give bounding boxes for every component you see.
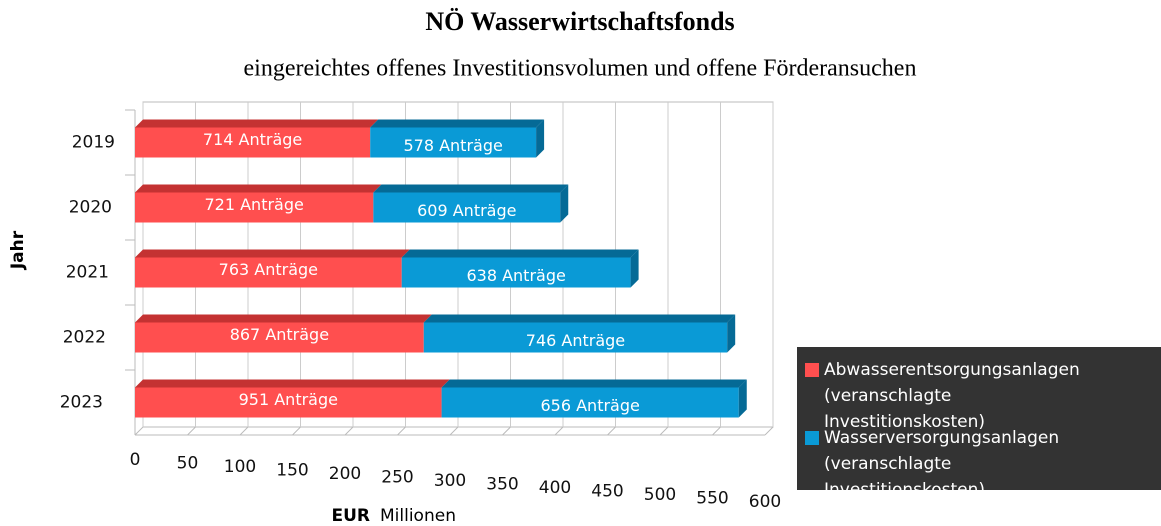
legend-box	[797, 347, 1161, 490]
x-tick-label: 150	[276, 461, 308, 481]
x-tick-label: 600	[749, 492, 781, 512]
bar-end	[738, 379, 747, 418]
bar-end	[560, 184, 569, 223]
bar-top	[373, 184, 569, 193]
bar-end	[536, 119, 545, 158]
x-tick-label: 450	[591, 482, 623, 502]
tick-mark	[554, 426, 564, 436]
tick-mark	[344, 426, 354, 436]
x-tick-label: 550	[696, 489, 728, 509]
y-tick-label: 2019	[72, 133, 115, 153]
y-tick-label: 2021	[66, 263, 109, 283]
chart-subtitle: eingereichtes offenes Investitionsvolume…	[244, 56, 917, 82]
legend-label: Abwasserentsorgungsanlagen (veranschlagte…	[824, 360, 1080, 432]
bar	[401, 257, 631, 288]
tick-mark	[449, 426, 459, 436]
bar-end	[630, 249, 639, 288]
tick-mark	[239, 426, 249, 436]
chart-title: NÖ Wasserwirtschaftsfonds	[425, 7, 734, 36]
bar	[370, 127, 537, 158]
x-tick-label: 300	[434, 471, 466, 491]
bar	[135, 322, 424, 353]
bar-top	[135, 184, 382, 193]
bar-top	[401, 249, 639, 258]
bar-label: 746 Anträge	[526, 331, 625, 350]
bar-top	[135, 379, 450, 388]
tick-mark	[502, 426, 511, 436]
tick-mark	[397, 426, 406, 436]
y-tick-label: 2023	[60, 393, 103, 413]
bar	[441, 387, 739, 418]
bar	[373, 192, 561, 223]
bar-label: 721 Anträge	[204, 195, 303, 214]
bar-label: 714 Anträge	[203, 130, 302, 149]
x-tick-label: 400	[539, 478, 571, 498]
bar-label: 951 Anträge	[239, 390, 338, 409]
bar	[135, 127, 371, 158]
bar-top	[135, 119, 379, 128]
bar	[423, 322, 728, 353]
x-tick-label: 0	[130, 450, 141, 470]
bar	[135, 192, 374, 223]
x-tick-label: 500	[644, 485, 676, 505]
legend-label: Wasserversorgungsanlagen (veranschlagte In…	[824, 428, 1059, 500]
x-tick-label: 250	[381, 468, 413, 488]
bar-top	[441, 379, 747, 388]
x-tick-label: 50	[177, 454, 199, 474]
tick-mark	[292, 426, 301, 436]
tick-mark	[764, 426, 774, 436]
bar-label: 609 Anträge	[417, 201, 516, 220]
tick-mark	[134, 426, 144, 436]
bar-label: 763 Anträge	[219, 260, 318, 279]
x-axis-unit: Millionen	[380, 506, 456, 526]
tick-mark	[659, 426, 669, 436]
bar	[135, 387, 442, 418]
bar-top	[370, 119, 545, 128]
tick-mark	[187, 426, 196, 436]
tick-mark	[607, 426, 616, 436]
bar-end	[727, 314, 736, 353]
bar-label: 638 Anträge	[466, 266, 565, 285]
bar-label: 578 Anträge	[403, 136, 502, 155]
x-tick-label: 100	[224, 457, 256, 477]
x-axis-label: EUR	[331, 506, 370, 526]
bar-label: 656 Anträge	[540, 396, 639, 415]
bar-top	[135, 249, 410, 258]
bar-top	[135, 314, 432, 323]
y-axis-label: Jahr	[8, 230, 28, 270]
legend-swatch	[805, 363, 819, 377]
x-tick-label: 200	[329, 464, 361, 484]
y-tick-label: 2020	[69, 198, 112, 218]
legend-swatch	[805, 431, 819, 445]
tick-mark	[712, 426, 721, 436]
x-tick-label: 350	[486, 475, 518, 495]
bar	[135, 257, 402, 288]
bar-label: 867 Anträge	[230, 325, 329, 344]
y-tick-label: 2022	[63, 328, 106, 348]
bar-top	[423, 314, 736, 323]
